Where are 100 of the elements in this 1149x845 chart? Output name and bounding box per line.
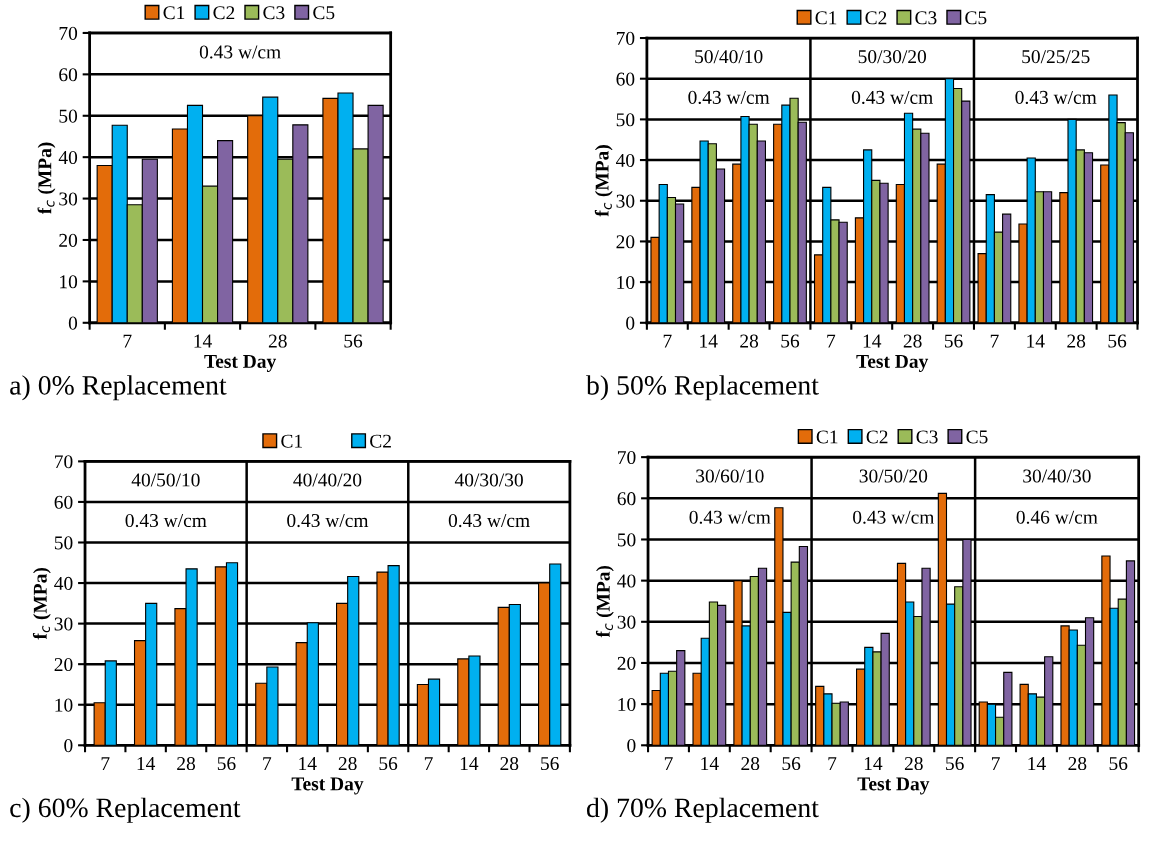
y-tick-label: 0 <box>64 739 73 753</box>
text: c) 60% Replacement <box>10 797 241 823</box>
x-tick-label: 7 <box>663 334 672 348</box>
x-tick-label: 7 <box>263 757 272 770</box>
legend-label: C3 <box>915 11 937 25</box>
annotation: 40/30/30 <box>454 473 523 487</box>
legend-label: C5 <box>966 430 988 444</box>
x-tick-label: 56 <box>1108 334 1127 348</box>
x-tick-label: 56 <box>541 757 559 771</box>
y-tick-label: 50 <box>616 113 635 127</box>
legend-label: C5 <box>965 11 987 25</box>
y-tick-label: 60 <box>616 72 635 86</box>
y-tick-label: 0 <box>626 316 635 330</box>
x-tick-label: 7 <box>990 334 999 348</box>
x-tick-label: 28 <box>177 756 196 771</box>
legend-label: C3 <box>263 6 285 20</box>
x-tick-label: 56 <box>1109 757 1128 771</box>
annotation: 0.43 w/cm <box>853 510 935 524</box>
y-tick-label: 20 <box>54 657 73 672</box>
annotation: 0.43 w/cm <box>688 90 770 104</box>
x-tick-label: 56 <box>344 334 363 348</box>
annotation: 40/50/10 <box>131 473 200 487</box>
x-tick-label: 28 <box>903 334 922 348</box>
legend-label: C1 <box>281 434 302 448</box>
y-axis-title: f$_{c}$ (MPa) <box>37 142 56 214</box>
x-tick-label: 56 <box>944 334 963 348</box>
y-tick-label: 70 <box>618 450 636 465</box>
x-tick-label: 28 <box>268 334 287 348</box>
annotation: 0.43 w/cm <box>287 513 369 528</box>
y-tick-label: 20 <box>59 233 78 247</box>
y-tick-label: 70 <box>59 26 78 40</box>
annotation: 30/60/10 <box>696 469 764 483</box>
x-tick-label: 28 <box>338 756 357 771</box>
x-tick-label: 56 <box>946 757 964 771</box>
y-tick-label: 20 <box>616 235 635 249</box>
annotation: 30/50/20 <box>859 469 928 483</box>
x-axis-title: Test Day <box>856 355 929 372</box>
legend-label: C1 <box>815 11 837 25</box>
text: b) 50% Replacement <box>585 375 819 401</box>
y-tick-label: 0 <box>68 316 78 330</box>
text: a) 0% Replacement <box>10 375 227 401</box>
annotation: 50/30/20 <box>858 50 927 64</box>
legend-label: C5 <box>313 6 335 20</box>
annotation: 50/25/25 <box>1022 50 1090 64</box>
y-tick-label: 40 <box>616 153 635 167</box>
y-tick-label: 30 <box>616 194 635 208</box>
y-tick-label: 50 <box>59 109 78 123</box>
y-tick-label: 40 <box>58 150 78 165</box>
annotation: 0.43 w/cm <box>1015 90 1097 104</box>
x-tick-label: 14 <box>299 757 317 770</box>
x-tick-label: 7 <box>424 757 433 770</box>
x-tick-label: 14 <box>863 334 882 348</box>
y-tick-label: 10 <box>55 698 73 712</box>
annotation: 0.46 w/cm <box>1016 510 1098 524</box>
x-tick-label: 14 <box>194 334 212 348</box>
legend-label: C2 <box>866 430 888 444</box>
legend-label: C2 <box>865 11 887 25</box>
annotation: 0.43 w/cm <box>851 90 933 104</box>
y-tick-label: 70 <box>55 455 73 469</box>
x-tick-label: 14 <box>137 757 156 770</box>
x-tick-label: 7 <box>123 334 132 348</box>
legend-label: C1 <box>163 6 185 20</box>
x-tick-label: 28 <box>500 756 519 771</box>
x-tick-label: 14 <box>864 757 883 770</box>
y-tick-label: 70 <box>616 31 635 45</box>
x-tick-label: 28 <box>904 756 923 771</box>
y-axis-title: f$_{c}$ (MPa) <box>32 568 51 640</box>
y-tick-label: 30 <box>54 617 73 631</box>
y-tick-label: 30 <box>617 615 636 629</box>
x-axis-title: Test Day <box>291 777 364 795</box>
y-tick-label: 50 <box>617 533 636 547</box>
x-tick-label: 7 <box>828 757 837 770</box>
y-axis-title: f$_{c}$ (MPa) <box>595 565 614 638</box>
x-tick-label: 56 <box>217 757 236 771</box>
y-tick-label: 60 <box>617 492 636 506</box>
y-axis-title: f$_{c}$ (MPa) <box>594 145 613 217</box>
y-tick-label: 10 <box>60 275 78 289</box>
x-axis-title: Test Day <box>204 355 277 372</box>
y-tick-label: 30 <box>59 192 78 206</box>
x-tick-label: 56 <box>781 334 800 348</box>
y-tick-label: 10 <box>617 275 635 290</box>
x-tick-label: 28 <box>741 756 760 771</box>
x-tick-label: 7 <box>827 334 836 348</box>
annotation: 0.43 w/cm <box>689 510 771 524</box>
y-tick-label: 40 <box>54 576 73 590</box>
annotation: 50/40/10 <box>695 50 763 64</box>
y-tick-label: 40 <box>617 574 636 588</box>
y-tick-label: 20 <box>617 656 636 670</box>
x-tick-label: 14 <box>1027 334 1045 348</box>
y-tick-label: 50 <box>54 536 73 550</box>
x-tick-label: 56 <box>782 757 801 771</box>
x-tick-label: 14 <box>460 757 479 770</box>
x-tick-label: 7 <box>991 757 1000 770</box>
annotation: 0.43 w/cm <box>448 513 530 528</box>
x-tick-label: 14 <box>701 757 719 770</box>
y-tick-label: 60 <box>59 68 78 82</box>
x-tick-label: 56 <box>379 757 398 771</box>
annotation: 40/40/20 <box>293 473 362 487</box>
y-tick-label: 60 <box>54 495 73 509</box>
y-tick-label: 0 <box>627 739 636 753</box>
